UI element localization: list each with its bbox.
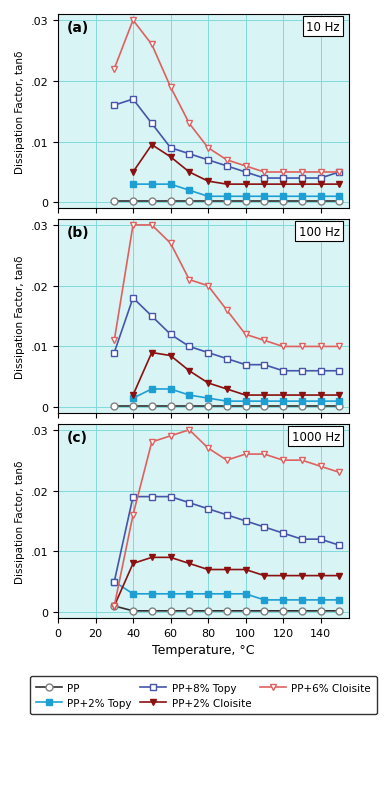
Text: (b): (b)	[67, 226, 89, 239]
Text: 100 Hz: 100 Hz	[299, 226, 340, 238]
Y-axis label: Dissipation Factor, tanδ: Dissipation Factor, tanδ	[15, 255, 25, 378]
Y-axis label: Dissipation Factor, tanδ: Dissipation Factor, tanδ	[15, 51, 25, 173]
Y-axis label: Dissipation Factor, tanδ: Dissipation Factor, tanδ	[15, 459, 25, 583]
X-axis label: Temperature, °C: Temperature, °C	[152, 643, 255, 657]
Legend: PP, PP+2% Topy, PP+8% Topy, PP+2% Cloisite, PP+6% Cloisite: PP, PP+2% Topy, PP+8% Topy, PP+2% Cloisi…	[30, 676, 377, 714]
Text: 1000 Hz: 1000 Hz	[291, 430, 340, 443]
Text: 10 Hz: 10 Hz	[306, 21, 340, 34]
Text: (a): (a)	[67, 21, 89, 35]
Text: (c): (c)	[67, 430, 88, 444]
